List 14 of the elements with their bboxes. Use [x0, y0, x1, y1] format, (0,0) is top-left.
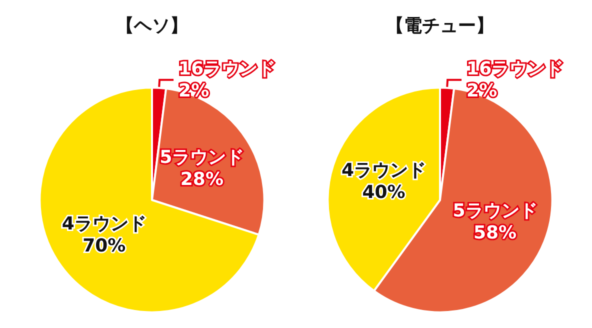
slice-label: 5ラウンド: [452, 200, 538, 222]
data-label: 70%: [82, 235, 126, 256]
slice-label: 16ラウンド: [466, 58, 564, 80]
chart-title: 【ヘソ】: [116, 16, 188, 36]
data-label: 58%: [473, 222, 517, 244]
data-label: 40%: [362, 182, 406, 204]
slice-label: 4ラウンド: [62, 213, 146, 234]
data-label: 28%: [180, 168, 224, 190]
slice-label: 4ラウンド: [341, 160, 426, 182]
data-label: 2%: [178, 80, 210, 102]
slice-label: 5ラウンド: [160, 146, 244, 168]
data-label: 2%: [466, 80, 498, 102]
slice-label: 16ラウンド: [178, 58, 276, 80]
chart-title: 【電チュー】: [386, 16, 494, 36]
